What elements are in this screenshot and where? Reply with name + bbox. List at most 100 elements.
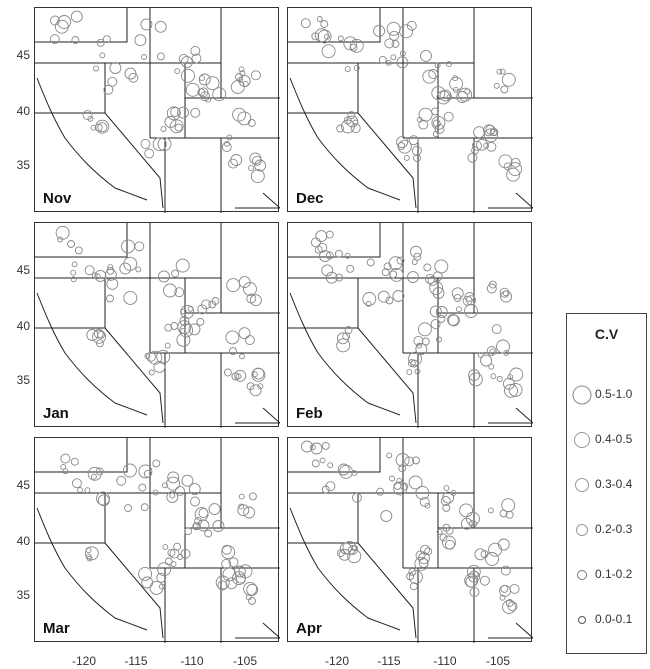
station-marker — [96, 38, 105, 47]
station-marker — [119, 262, 132, 275]
station-marker — [248, 492, 257, 501]
legend-item: 0.4-0.5 — [567, 429, 646, 451]
station-marker — [392, 290, 405, 302]
station-marker — [138, 483, 147, 492]
station-marker — [346, 264, 355, 273]
station-marker — [335, 273, 344, 282]
station-marker — [57, 15, 72, 29]
station-marker — [106, 294, 114, 303]
station-marker — [353, 65, 360, 72]
station-marker — [466, 564, 481, 579]
station-marker — [413, 154, 421, 162]
station-marker — [141, 54, 147, 60]
station-marker — [188, 323, 201, 336]
station-marker — [57, 236, 64, 243]
station-marker — [406, 369, 413, 376]
station-marker — [226, 134, 233, 141]
station-marker — [85, 553, 92, 560]
station-marker — [336, 332, 349, 345]
legend-label: 0.0-0.1 — [595, 612, 633, 626]
station-marker — [424, 502, 431, 509]
station-marker — [233, 565, 246, 578]
station-marker — [144, 353, 151, 359]
map-svg — [288, 438, 533, 643]
station-marker — [208, 300, 217, 309]
station-marker — [221, 544, 232, 555]
y-tick-label: 45 — [16, 263, 30, 277]
station-marker — [336, 338, 351, 353]
state-border — [288, 8, 381, 43]
station-marker — [116, 475, 127, 486]
station-marker — [378, 55, 387, 64]
station-marker — [152, 459, 161, 468]
coastline — [36, 292, 148, 416]
station-marker — [192, 522, 201, 531]
station-marker — [334, 249, 343, 258]
station-marker — [128, 72, 139, 83]
station-marker — [157, 137, 172, 152]
station-marker — [248, 165, 255, 172]
legend-item: 0.0-0.1 — [567, 609, 646, 631]
station-marker — [148, 369, 155, 376]
station-marker — [174, 68, 181, 75]
station-marker — [178, 53, 189, 64]
station-marker — [500, 85, 509, 94]
station-marker — [505, 599, 514, 607]
legend-title: C.V — [594, 326, 619, 342]
station-marker — [421, 337, 430, 346]
state-border — [262, 622, 280, 639]
map-svg — [35, 223, 280, 428]
station-marker — [488, 363, 495, 370]
station-marker — [376, 487, 385, 496]
station-marker — [205, 76, 220, 91]
station-marker — [493, 82, 500, 89]
station-marker — [344, 66, 351, 73]
station-marker — [344, 252, 351, 259]
station-marker — [414, 368, 421, 375]
y-tick-label: 35 — [16, 158, 30, 172]
station-marker — [232, 107, 247, 122]
station-marker — [157, 270, 170, 283]
station-marker — [143, 469, 152, 478]
station-marker — [97, 494, 110, 507]
station-marker — [84, 487, 91, 494]
station-marker — [404, 456, 415, 467]
station-marker — [141, 576, 154, 589]
station-marker — [251, 371, 258, 378]
state-border — [262, 407, 280, 424]
station-marker — [134, 241, 145, 252]
station-marker — [468, 519, 477, 528]
station-marker — [162, 544, 169, 551]
station-marker — [349, 38, 364, 53]
station-marker — [70, 457, 79, 466]
station-marker — [140, 18, 153, 31]
station-marker — [501, 72, 516, 87]
legend-label: 0.3-0.4 — [595, 477, 633, 491]
station-marker — [244, 335, 255, 346]
station-marker — [50, 15, 60, 26]
station-marker — [321, 264, 334, 277]
station-marker — [70, 10, 83, 23]
station-marker — [490, 373, 497, 380]
station-marker — [418, 119, 429, 130]
station-marker — [398, 464, 407, 473]
station-marker — [396, 136, 409, 149]
y-tick-label: 35 — [16, 373, 30, 387]
station-marker — [445, 526, 454, 535]
station-marker — [238, 66, 245, 73]
station-marker — [389, 30, 400, 41]
station-marker — [452, 75, 459, 82]
station-marker — [488, 542, 503, 557]
y-tick-label: 40 — [16, 319, 30, 333]
station-marker — [190, 496, 200, 507]
station-marker — [225, 577, 238, 590]
station-marker — [343, 116, 352, 125]
state-border — [104, 327, 164, 424]
station-marker — [314, 245, 323, 254]
station-marker — [434, 259, 449, 274]
station-marker — [317, 29, 332, 44]
station-marker — [180, 308, 187, 315]
station-marker — [167, 548, 176, 557]
station-marker — [239, 353, 245, 360]
station-marker — [95, 467, 104, 476]
